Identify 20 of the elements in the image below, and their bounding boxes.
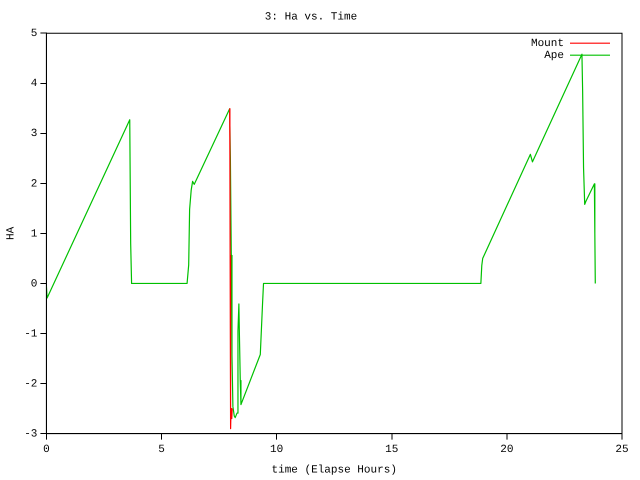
legend-label: Mount <box>530 38 564 50</box>
x-tick-label: 10 <box>270 444 284 456</box>
chart-title: 3: Ha vs. Time <box>264 12 358 24</box>
x-tick-label: 0 <box>43 444 50 456</box>
x-tick-label: 5 <box>158 444 165 456</box>
y-tick-label: -2 <box>24 378 38 390</box>
y-axis-title: HA <box>6 226 18 240</box>
y-tick-label: 2 <box>30 178 38 190</box>
x-tick-label: 15 <box>385 444 398 456</box>
y-tick-label: 3 <box>30 128 38 140</box>
y-tick-label: -1 <box>24 328 38 340</box>
y-tick-label: 4 <box>30 78 38 90</box>
y-tick-label: 0 <box>30 278 38 290</box>
y-tick-label: 1 <box>30 228 38 240</box>
y-tick-label: -3 <box>24 428 38 441</box>
x-tick-label: 20 <box>500 444 514 456</box>
x-tick-label: 25 <box>615 444 629 456</box>
x-axis-title: time (Elapse Hours) <box>271 464 397 476</box>
legend-label: Ape <box>544 50 564 62</box>
y-tick-label: 5 <box>30 28 38 40</box>
